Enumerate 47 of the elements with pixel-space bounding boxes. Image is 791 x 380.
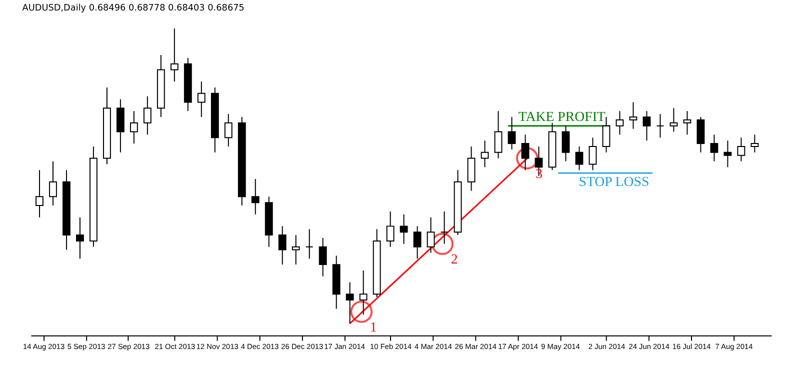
- candlestick: [710, 134, 718, 162]
- candlestick: [400, 214, 408, 244]
- candlestick: [197, 81, 206, 118]
- candlestick: [616, 110, 624, 136]
- candlestick: [670, 108, 678, 132]
- candlestick: [130, 110, 138, 144]
- candlestick: [386, 210, 394, 248]
- annotation: 1: [370, 320, 377, 335]
- candlestick: [413, 226, 422, 260]
- candlestick: [318, 238, 327, 277]
- candlestick: [170, 28, 178, 82]
- candlestick: [656, 114, 664, 138]
- candlestick: [359, 270, 368, 316]
- candlestick: [292, 234, 300, 266]
- candlestick: [683, 110, 692, 136]
- candlestick: [76, 216, 84, 260]
- candlestick: [480, 140, 489, 168]
- annotation: 3: [536, 166, 543, 182]
- annotation: 2: [450, 252, 458, 267]
- candlestick: [440, 210, 448, 244]
- candlestick: [346, 282, 354, 324]
- candlestick: [724, 140, 732, 168]
- candlestick: [467, 146, 476, 192]
- candlestick: [588, 137, 597, 171]
- candlestick: [575, 146, 584, 171]
- annotation: STOP LOSS: [578, 174, 650, 189]
- candlestick: [224, 114, 232, 147]
- candlestick: [629, 102, 638, 130]
- candlestick: [116, 98, 124, 153]
- candlestick: [143, 96, 152, 136]
- candlestick: [49, 160, 57, 206]
- candlestick: [562, 125, 570, 162]
- candlestick: [36, 170, 44, 218]
- candlestick: [534, 146, 543, 177]
- annotation: TAKE PROFIT: [518, 108, 606, 124]
- candlestick: [251, 178, 260, 215]
- candlestick: [642, 110, 651, 142]
- candlestick: [737, 137, 746, 162]
- candlestick: [696, 116, 705, 153]
- candlestick: [426, 216, 435, 254]
- candlestick: [494, 110, 502, 159]
- candlestick: [750, 134, 759, 153]
- candlestick: [521, 134, 530, 171]
- chart-title: AUDUSD,Daily 0.68496 0.68778 0.68403 0.68675: [22, 4, 244, 14]
- candlestick: [508, 116, 516, 150]
- candlestick: [305, 228, 314, 260]
- candlestick: [278, 226, 286, 266]
